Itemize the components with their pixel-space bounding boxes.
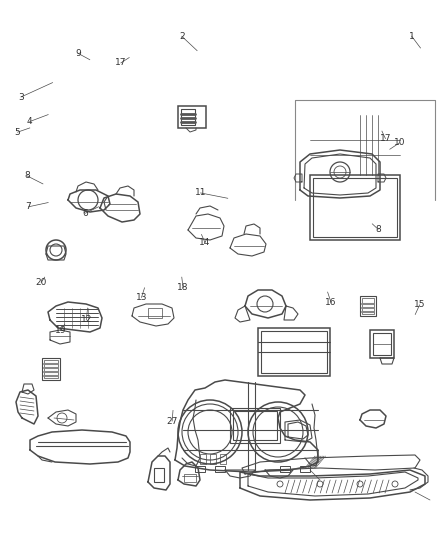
Bar <box>154 468 164 482</box>
Text: 7: 7 <box>25 203 32 211</box>
Bar <box>360 296 376 316</box>
Bar <box>181 109 195 125</box>
Text: 3: 3 <box>18 93 24 101</box>
Bar <box>258 328 330 376</box>
Bar <box>261 331 327 373</box>
Bar <box>42 358 60 380</box>
Bar <box>310 175 400 240</box>
Bar <box>300 466 310 472</box>
Text: 13: 13 <box>136 293 147 302</box>
Bar <box>370 330 394 358</box>
Text: 10: 10 <box>394 139 405 147</box>
Bar <box>178 106 206 128</box>
Text: 8: 8 <box>375 225 381 233</box>
Text: 20: 20 <box>35 278 47 287</box>
Bar <box>230 408 280 443</box>
Bar <box>148 308 162 318</box>
Text: 15: 15 <box>414 301 425 309</box>
Text: 9: 9 <box>75 49 81 58</box>
Bar <box>44 360 58 378</box>
Bar <box>313 178 397 237</box>
Bar <box>280 466 290 472</box>
Text: 2: 2 <box>179 32 184 41</box>
Text: 17: 17 <box>115 59 127 67</box>
Text: 4: 4 <box>27 117 32 126</box>
Text: 27: 27 <box>166 417 178 425</box>
Text: 5: 5 <box>14 128 21 136</box>
Text: 12: 12 <box>81 316 92 324</box>
Bar <box>200 454 206 464</box>
Bar <box>220 454 226 464</box>
Text: 18: 18 <box>177 284 189 292</box>
Text: 14: 14 <box>199 238 211 247</box>
Text: 1: 1 <box>409 32 415 41</box>
Text: 19: 19 <box>55 326 66 335</box>
Text: 8: 8 <box>24 172 30 180</box>
Bar <box>184 474 196 482</box>
Text: 6: 6 <box>82 209 88 217</box>
Text: 11: 11 <box>195 189 206 197</box>
Bar <box>195 466 205 472</box>
Bar <box>233 411 277 440</box>
Bar <box>373 333 391 355</box>
Bar <box>210 454 216 464</box>
Bar <box>215 466 225 472</box>
Bar <box>362 298 374 314</box>
Text: 16: 16 <box>325 298 337 307</box>
Text: 17: 17 <box>380 134 391 143</box>
